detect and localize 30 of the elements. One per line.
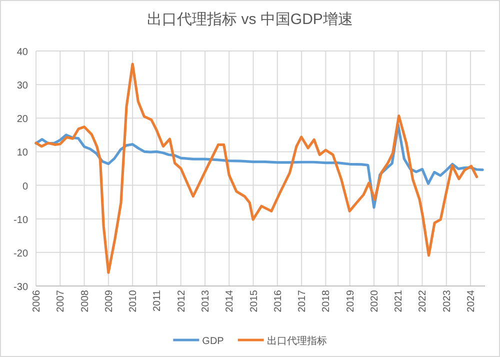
y-tick-label: 30 <box>16 80 28 92</box>
x-tick-label: 2019 <box>345 290 356 312</box>
chart-title: 出口代理指标 vs 中国GDP增速 <box>147 11 353 28</box>
x-tick-label: 2011 <box>152 290 164 312</box>
x-tick-label: 2014 <box>224 290 236 312</box>
x-tick-label: 2020 <box>369 290 380 312</box>
x-tick-label: 2013 <box>200 290 212 312</box>
x-tick-label: 2015 <box>248 290 260 312</box>
x-tick-label: 2006 <box>32 290 42 312</box>
y-tick-label: -30 <box>14 282 28 293</box>
x-tick-label: 2016 <box>272 290 284 312</box>
y-tick-label: 20 <box>16 114 28 126</box>
x-tick-label: 2008 <box>80 290 91 312</box>
x-tick-label: 2007 <box>56 290 67 312</box>
y-tick-label: 0 <box>22 181 28 192</box>
y-tick-label: 40 <box>16 47 28 58</box>
legend-label: GDP <box>202 336 224 347</box>
x-tick-label: 2022 <box>418 290 429 312</box>
x-tick-label: 2023 <box>442 290 453 312</box>
x-tick-label: 2010 <box>128 290 140 312</box>
x-tick-label: 2021 <box>394 290 405 312</box>
x-tick-label: 2009 <box>104 290 115 312</box>
x-tick-label: 2024 <box>466 290 478 312</box>
y-tick-label: -20 <box>14 248 28 260</box>
x-tick-label: 2012 <box>176 290 188 312</box>
y-tick-label: -10 <box>14 214 28 226</box>
x-tick-label: 2018 <box>321 290 332 312</box>
legend-label: 出口代理指标 <box>266 335 327 347</box>
y-tick-label: 10 <box>16 148 28 159</box>
x-tick-label: 2017 <box>297 290 308 312</box>
